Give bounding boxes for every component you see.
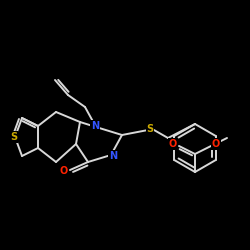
Text: S: S — [146, 124, 154, 134]
Text: S: S — [10, 132, 18, 142]
Text: O: O — [169, 139, 177, 149]
Text: O: O — [60, 166, 68, 176]
Text: N: N — [91, 121, 99, 131]
Text: O: O — [212, 139, 220, 149]
Text: N: N — [109, 151, 117, 161]
